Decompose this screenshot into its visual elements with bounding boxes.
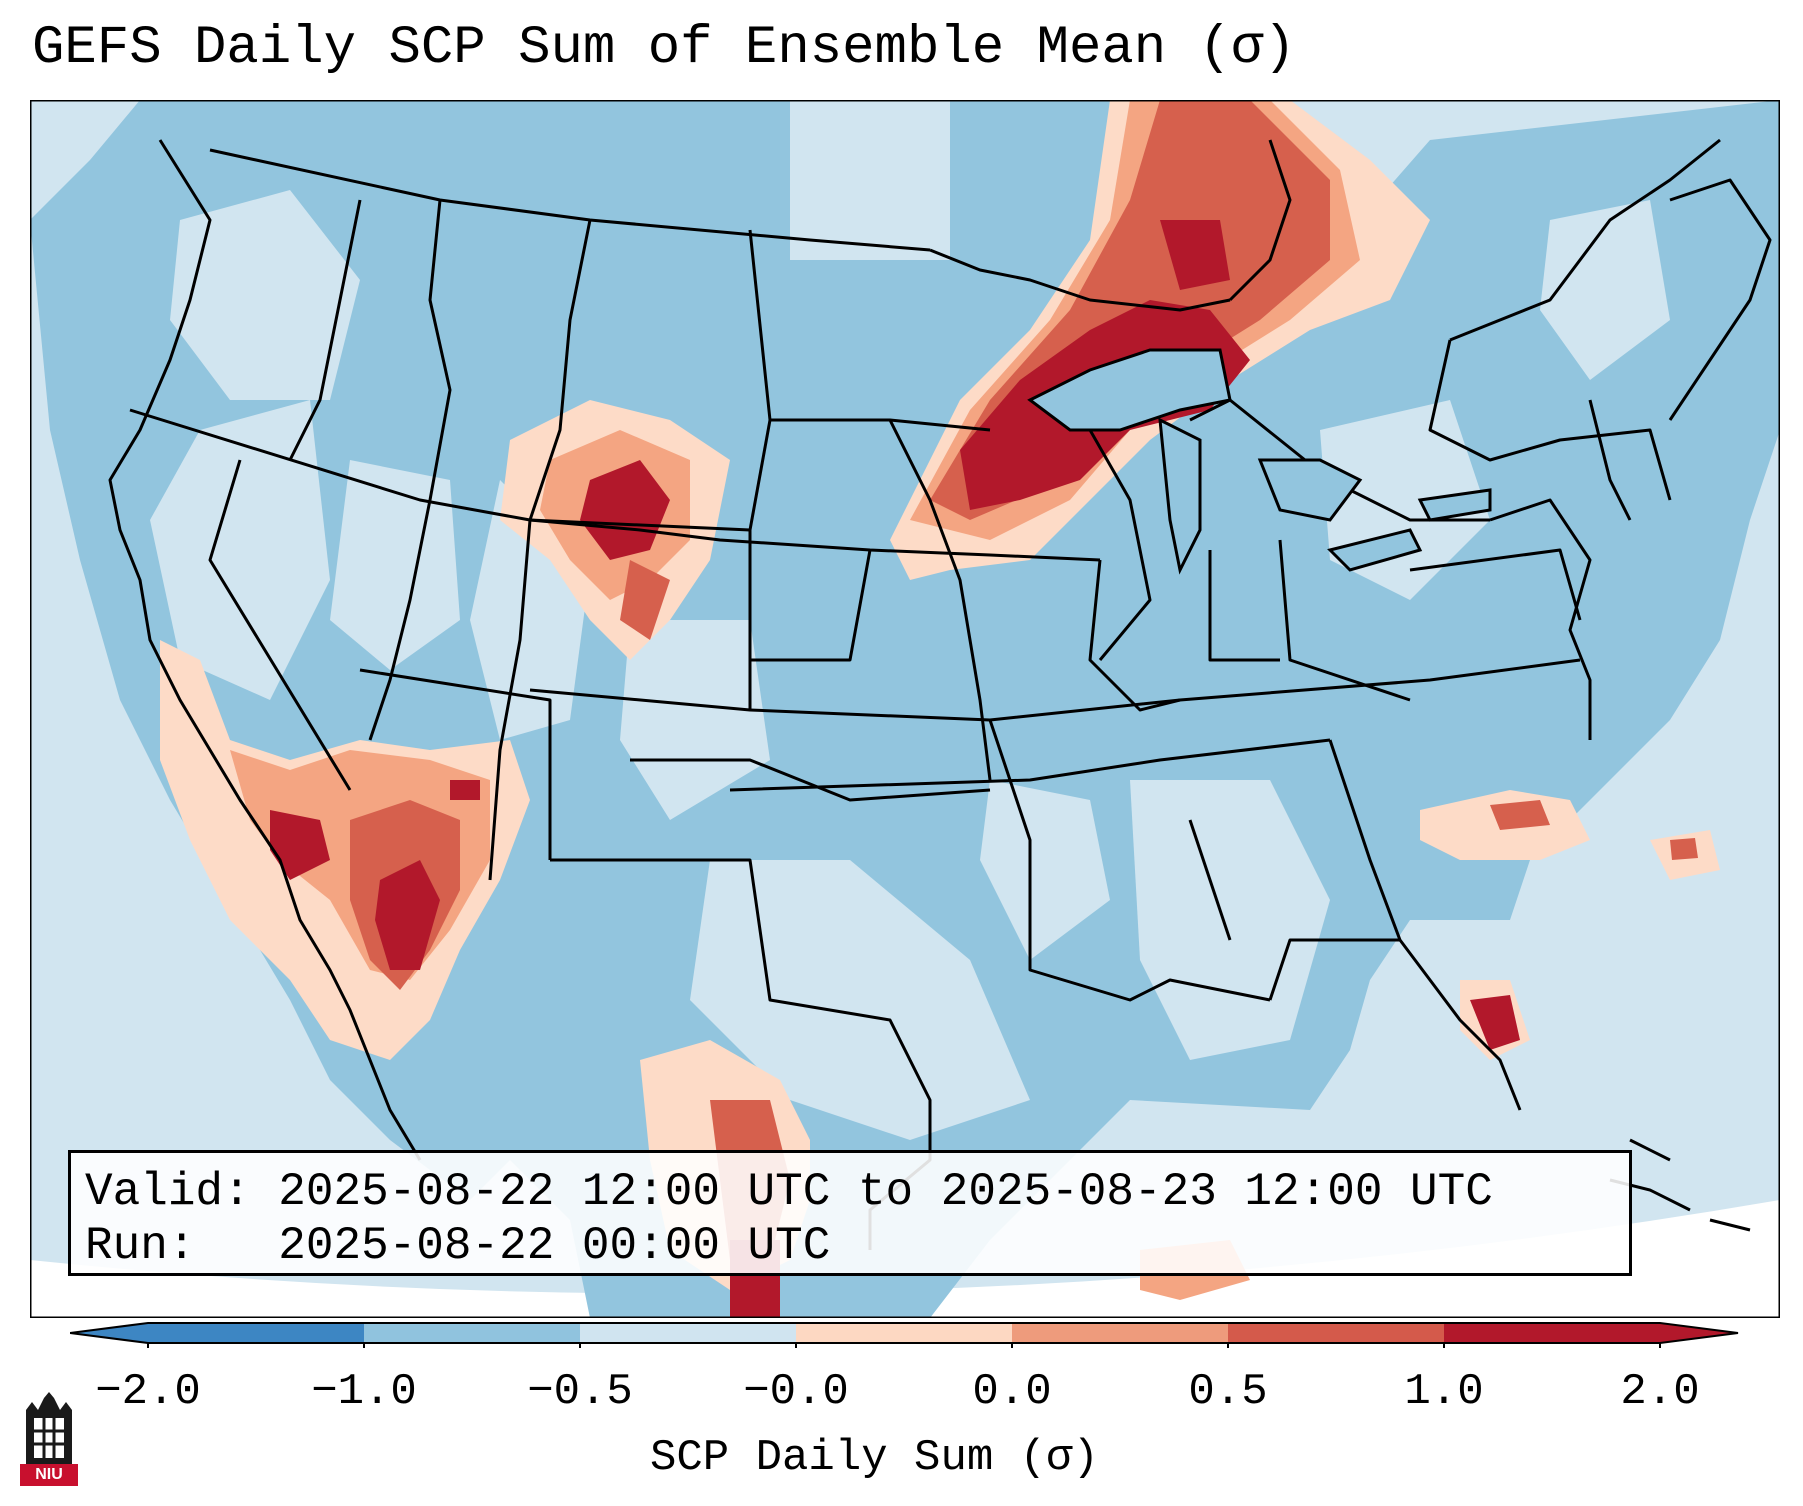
chart-title: GEFS Daily SCP Sum of Ensemble Mean (σ) — [32, 18, 1296, 79]
niu-logo: NIU — [20, 1390, 78, 1486]
positive-anomaly-southwest — [160, 640, 530, 1060]
colorbar-tick-0: −2.0 — [95, 1367, 201, 1417]
colorbar-segment — [580, 1323, 796, 1343]
run-line: Run: 2025-08-22 00:00 UTC — [85, 1223, 830, 1269]
valid-label: Valid: — [85, 1166, 251, 1218]
valid-range: 2025-08-22 12:00 UTC to 2025-08-23 12:00… — [278, 1166, 1493, 1218]
run-label: Run: — [85, 1220, 196, 1272]
colorbar-tick-3: −0.0 — [743, 1367, 849, 1417]
map-panel — [30, 100, 1780, 1318]
great-lakes — [1027, 348, 1492, 575]
colorbar-tick-6: 1.0 — [1404, 1367, 1484, 1417]
colorbar — [70, 1322, 1739, 1348]
colorbar-tick-2: −0.5 — [527, 1367, 633, 1417]
colorbar-tick-7: 2.0 — [1620, 1367, 1700, 1417]
colorbar-tick-5: 0.5 — [1188, 1367, 1268, 1417]
below-normal-region — [30, 100, 1780, 1318]
colorbar-extend-low — [70, 1323, 148, 1343]
colorbar-segment — [148, 1323, 364, 1343]
positive-anomaly-great-lakes — [890, 100, 1430, 580]
valid-line: Valid: 2025-08-22 12:00 UTC to 2025-08-2… — [85, 1169, 1493, 1215]
positive-anomaly-wyoming — [500, 400, 730, 660]
near-normal-patches — [150, 100, 1670, 1140]
colorbar-segment — [364, 1323, 580, 1343]
run-time: 2025-08-22 00:00 UTC — [278, 1220, 831, 1272]
colorbar-segment — [1228, 1323, 1444, 1343]
castle-icon — [26, 1392, 72, 1464]
colorbar-tick-1: −1.0 — [311, 1367, 417, 1417]
colorbar-segment — [1012, 1323, 1228, 1343]
positive-anomaly-southeast-coast — [1420, 790, 1720, 1060]
colorbar-segment — [1444, 1323, 1660, 1343]
colorbar-label: SCP Daily Sum (σ) — [650, 1433, 1099, 1483]
colorbar-tick-4: 0.0 — [972, 1367, 1052, 1417]
logo-text: NIU — [20, 1464, 78, 1486]
colorbar-segment — [796, 1323, 1012, 1343]
colorbar-extend-high — [1660, 1323, 1738, 1343]
valid-time-box: Valid: 2025-08-22 12:00 UTC to 2025-08-2… — [68, 1150, 1632, 1276]
